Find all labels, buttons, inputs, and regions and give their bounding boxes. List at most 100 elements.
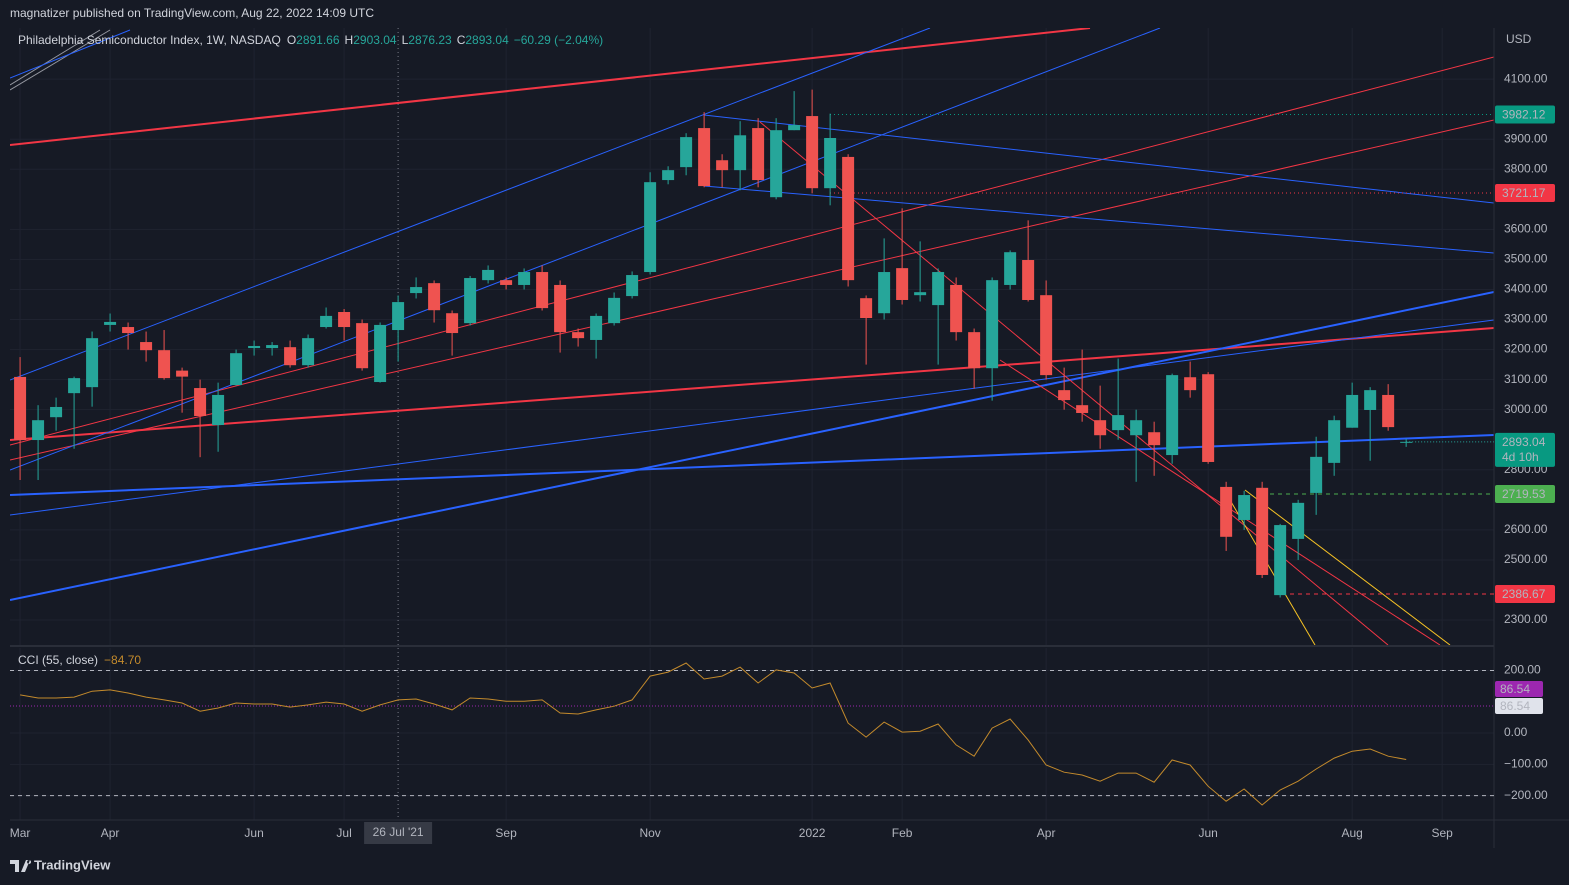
trendline — [10, 319, 1494, 516]
y-tick-label: 2300.00 — [1504, 612, 1548, 626]
candle-body — [1274, 525, 1287, 596]
candle-body — [176, 370, 189, 377]
logo-icon — [10, 860, 32, 872]
y-tick-label: 3500.00 — [1504, 252, 1548, 266]
x-tick-label: Sep — [495, 826, 517, 840]
candle-body — [644, 182, 657, 273]
trendline — [10, 29, 131, 79]
x-tick-label: Nov — [639, 826, 660, 840]
ohlc-key: C — [457, 33, 466, 47]
y-tick-label: 3300.00 — [1504, 312, 1548, 326]
ohlc-value: 2903.04 — [353, 33, 397, 47]
candle-body — [212, 394, 225, 426]
candle-body — [356, 323, 369, 369]
candle-body — [680, 137, 693, 168]
candle-body — [716, 160, 729, 171]
candle-body — [932, 272, 945, 306]
candle-body — [824, 137, 837, 189]
candle-body — [1310, 456, 1323, 493]
candle-body — [50, 406, 63, 418]
y-tick-label: 3400.00 — [1504, 282, 1548, 296]
cci-level-label: 86.54 — [1500, 699, 1530, 713]
trendline — [10, 327, 1494, 441]
countdown: 4d 10h — [1502, 450, 1539, 464]
trendline — [10, 28, 1091, 146]
candle-body — [1058, 390, 1071, 401]
candle-body — [1130, 420, 1143, 436]
x-tick-label: Aug — [1341, 826, 1362, 840]
cci-legend: CCI (55, close) −84.70 — [18, 653, 141, 667]
price-label-box — [1495, 484, 1555, 503]
trendline — [10, 28, 931, 381]
trendline — [10, 291, 1494, 601]
candle-body — [140, 342, 153, 351]
candle-body — [1004, 252, 1017, 285]
candle-body — [554, 284, 567, 333]
brand: TradingView — [34, 857, 111, 872]
ohlc-value: 2876.23 — [408, 33, 452, 47]
price-label-box — [1495, 585, 1555, 604]
candle-body — [392, 302, 405, 331]
candle-body — [788, 125, 801, 131]
candle-body — [806, 116, 819, 189]
candle-body — [1256, 487, 1269, 575]
candle-body — [1382, 394, 1395, 428]
y-tick-label: 200.00 — [1504, 663, 1541, 677]
candle-body — [374, 324, 387, 383]
y-tick-label: 3600.00 — [1504, 222, 1548, 236]
candle-body — [482, 269, 495, 281]
ohlc-key: O — [287, 33, 296, 47]
candle-body — [194, 388, 207, 416]
ohlc-value: 2893.04 — [465, 33, 509, 47]
candle-body — [770, 130, 783, 198]
last-price-label: 2893.04 — [1502, 435, 1546, 449]
candle-body — [734, 135, 747, 171]
x-tick-label: Apr — [1037, 826, 1056, 840]
trendline — [10, 29, 111, 91]
candle-body — [1076, 405, 1089, 413]
trendline — [10, 434, 1494, 496]
candle-body — [446, 313, 459, 334]
candle-body — [626, 275, 639, 297]
candle-body — [32, 420, 45, 441]
cci-level-box — [1495, 680, 1543, 697]
candle-body — [158, 350, 171, 379]
candle-body — [464, 278, 477, 324]
x-tick-label: Apr — [101, 826, 120, 840]
candle-body — [1202, 374, 1215, 462]
symbol-legend: Philadelphia Semiconductor Index, 1W, NA… — [18, 33, 603, 47]
candle-body — [536, 272, 549, 309]
candle-body — [698, 128, 711, 187]
y-tick-label: 3000.00 — [1504, 402, 1548, 416]
candle-body — [248, 345, 261, 349]
candle-body — [1094, 420, 1107, 436]
candle-body — [1292, 502, 1305, 539]
candle-body — [896, 268, 909, 300]
price-label: 3721.17 — [1502, 186, 1546, 200]
trendline — [10, 56, 1494, 446]
candle-body — [986, 280, 999, 369]
cci-level-label: 86.54 — [1500, 682, 1530, 696]
candle-body — [1112, 415, 1125, 431]
candle-body — [842, 156, 855, 281]
crosshair-label: 26 Jul '21 — [373, 825, 424, 839]
candle-body — [410, 287, 423, 294]
trendline — [999, 359, 1441, 645]
x-tick-label: Jun — [1198, 826, 1217, 840]
candle-body — [338, 312, 351, 328]
y-tick-label: 0.00 — [1504, 725, 1528, 739]
candle-body — [14, 376, 27, 441]
trendline — [10, 119, 1494, 461]
price-label: 3982.12 — [1502, 108, 1546, 122]
price-label: 2719.53 — [1502, 487, 1546, 501]
x-tick-label: Feb — [892, 826, 913, 840]
candle-body — [122, 327, 135, 334]
y-tick-label: −200.00 — [1504, 788, 1548, 802]
symbol-title: Philadelphia Semiconductor Index, 1W, NA… — [18, 33, 281, 47]
price-label-box — [1495, 183, 1555, 202]
last-price-box — [1495, 432, 1555, 467]
candle-body — [1220, 486, 1233, 537]
price-label-box — [1495, 105, 1555, 124]
